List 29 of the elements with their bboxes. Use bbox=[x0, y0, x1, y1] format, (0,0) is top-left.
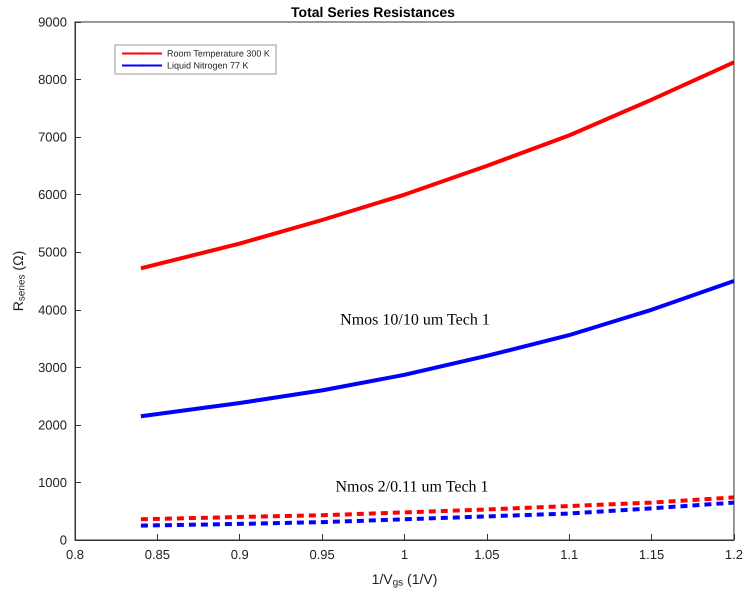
y-tick-label: 8000 bbox=[38, 72, 67, 88]
line-series bbox=[138, 500, 736, 528]
y-axis-title: Rseries (Ω) bbox=[10, 250, 28, 312]
y-tick-label: 7000 bbox=[38, 130, 67, 145]
x-tick-label: 1.05 bbox=[474, 547, 500, 562]
chart-title: Total Series Resistances bbox=[291, 4, 456, 20]
annotation: Nmos 2/0.11 um Tech 1 bbox=[335, 478, 489, 496]
y-tick-label: 0 bbox=[60, 532, 67, 548]
x-tick-label: 1.1 bbox=[560, 547, 578, 562]
y-tick-label: 5000 bbox=[38, 244, 67, 260]
legend-label: Liquid Nitrogen 77 K bbox=[167, 60, 249, 70]
y-tick-label: 4000 bbox=[38, 302, 67, 318]
line-series bbox=[138, 60, 736, 270]
y-tick-label: 3000 bbox=[38, 360, 67, 375]
x-tick-label: 0.95 bbox=[309, 547, 335, 562]
annotation: Nmos 10/10 um Tech 1 bbox=[340, 312, 490, 328]
x-tick-label: 0.8 bbox=[66, 547, 84, 562]
x-tick-label: 1.2 bbox=[724, 547, 744, 562]
line-series bbox=[138, 495, 736, 522]
legend-label: Room Temperature 300 K bbox=[167, 48, 270, 58]
line-series bbox=[138, 279, 736, 418]
x-tick-label: 1.15 bbox=[638, 547, 664, 562]
y-tick-label: 1000 bbox=[38, 474, 67, 490]
x-tick-label: 1 bbox=[400, 547, 408, 562]
y-tick-label: 2000 bbox=[38, 417, 67, 432]
y-tick-label: 6000 bbox=[38, 187, 67, 202]
x-tick-label: 0.9 bbox=[230, 547, 249, 562]
y-tick-label: 9000 bbox=[38, 14, 67, 30]
x-tick-label: 0.85 bbox=[144, 547, 170, 562]
